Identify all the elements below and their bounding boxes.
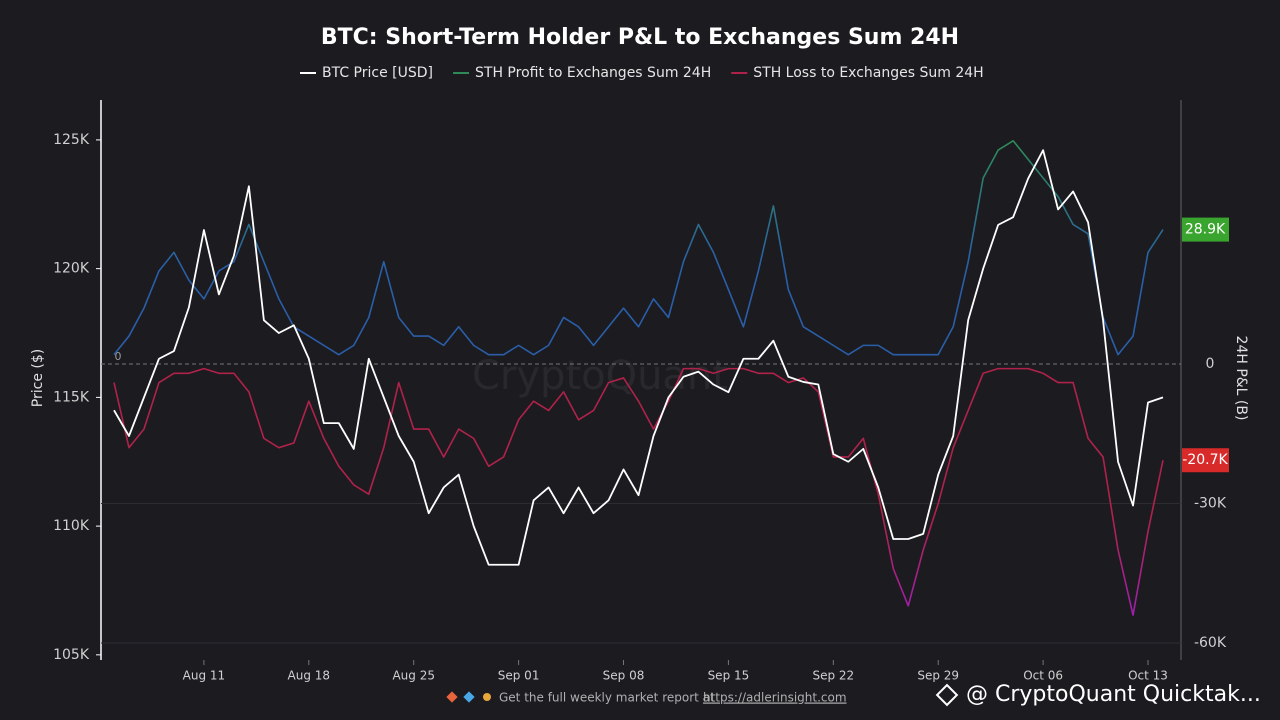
legend-label: STH Loss to Exchanges Sum 24H bbox=[753, 65, 983, 81]
x-tick-label: Aug 25 bbox=[392, 669, 435, 683]
y-tick-label: 125K bbox=[53, 132, 90, 148]
y2-axis-title: 24H P&L (B) bbox=[1233, 336, 1249, 421]
y-tick-label: 105K bbox=[53, 647, 90, 663]
y2-tick-label: -60K bbox=[1194, 635, 1227, 651]
x-tick-label: Sep 15 bbox=[708, 669, 750, 683]
last-value-badge bbox=[1182, 448, 1229, 473]
x-tick-label: Sep 29 bbox=[917, 669, 959, 683]
footer-text: Get the full weekly market report at bbox=[499, 691, 715, 705]
credit-icon bbox=[935, 683, 959, 707]
zero-label: 0 bbox=[115, 350, 122, 363]
x-tick-label: Sep 22 bbox=[812, 669, 854, 683]
y2-tick-label: -30K bbox=[1194, 495, 1227, 511]
y-tick-label: 115K bbox=[53, 389, 90, 405]
chart-title: BTC: Short-Term Holder P&L to Exchanges … bbox=[321, 25, 959, 50]
legend-label: BTC Price [USD] bbox=[322, 65, 433, 81]
y-tick-label: 110K bbox=[53, 518, 90, 534]
x-tick-label: Sep 01 bbox=[498, 669, 540, 683]
x-tick-label: Aug 18 bbox=[288, 669, 331, 683]
footer-link[interactable]: https://adlerinsight.com bbox=[703, 691, 847, 705]
x-tick-label: Sep 08 bbox=[603, 669, 645, 683]
last-value-label: 28.9K bbox=[1185, 222, 1226, 238]
x-tick-label: Aug 11 bbox=[183, 669, 226, 683]
last-value-label: -20.7K bbox=[1182, 452, 1228, 468]
series-line bbox=[113, 139, 1164, 356]
y2-tick-label: 0 bbox=[1206, 356, 1215, 372]
series-line bbox=[113, 367, 1164, 616]
watermark: CryptoQuant bbox=[472, 353, 728, 399]
x-tick-label: Oct 06 bbox=[1023, 669, 1063, 683]
series-line bbox=[113, 149, 1164, 566]
legend-label: STH Profit to Exchanges Sum 24H bbox=[475, 65, 711, 81]
last-value-badge bbox=[1182, 217, 1229, 242]
y-axis-title: Price ($) bbox=[30, 349, 46, 407]
x-tick-label: Oct 13 bbox=[1128, 669, 1168, 683]
footer-icons bbox=[446, 691, 491, 703]
y-tick-label: 120K bbox=[53, 261, 90, 277]
credit: @ CryptoQuant Quicktak... bbox=[966, 682, 1261, 707]
